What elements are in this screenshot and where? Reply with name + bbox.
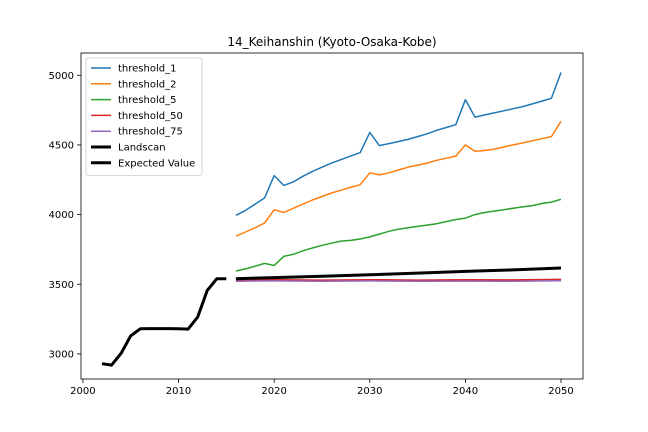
y-tick-label: 5000: [49, 71, 74, 82]
legend-label: Landscan: [118, 143, 166, 154]
x-tick-label: 2040: [453, 386, 478, 397]
series-layer: [101, 72, 562, 367]
legend-box: [85, 57, 203, 176]
y-tick-label: 4000: [49, 210, 74, 221]
chart-title: 14_Keihanshin (Kyoto-Osaka-Kobe): [227, 35, 436, 49]
x-tick-label: 2020: [261, 386, 286, 397]
series-line-threshold-1: [235, 72, 562, 216]
y-tick-label: 4500: [49, 140, 74, 151]
legend-label: Expected Value: [118, 158, 195, 169]
x-tick-label: 2050: [548, 386, 573, 397]
x-tick-label: 2010: [166, 386, 191, 397]
series-line-expected-value: [235, 266, 562, 281]
x-tick-label: 2000: [70, 386, 95, 397]
series-line-threshold-5: [235, 198, 562, 272]
legend-label: threshold_75: [118, 127, 183, 138]
series-line-landscan: [101, 277, 227, 367]
plot-area-frame: [80, 52, 584, 380]
y-tick-label: 3500: [49, 280, 74, 291]
x-axis: 2000 2010 2020 2030 2040 2050: [70, 379, 574, 397]
x-tick-label: 2030: [357, 386, 382, 397]
legend: threshold_1 threshold_2 threshold_5thresho…: [85, 57, 203, 176]
legend-label: threshold_50: [118, 111, 183, 122]
y-tick-label: 3000: [49, 349, 74, 360]
legend-label: threshold_2: [118, 79, 176, 90]
series-line-threshold-2: [235, 120, 562, 237]
series-line-threshold-50: [235, 278, 562, 281]
legend-label: threshold_5: [118, 95, 176, 106]
legend-label: threshold_1: [118, 64, 176, 75]
y-axis: 3000 3500 4000 4500 5000: [49, 71, 81, 360]
